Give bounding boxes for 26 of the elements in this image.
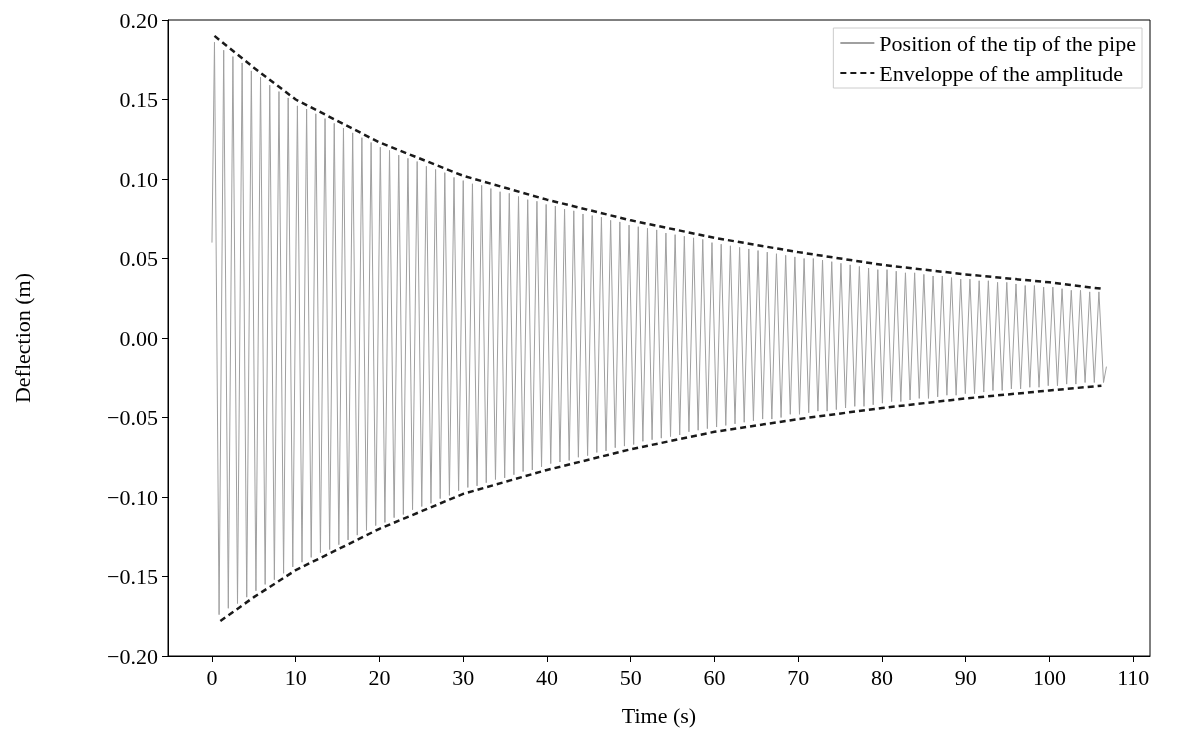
x-axis-title: Time (s)	[621, 702, 697, 728]
y-tick-label: 0.05	[119, 246, 158, 271]
x-tick-label: 10	[284, 664, 307, 690]
legend-label: Enveloppe of the amplitude	[879, 60, 1124, 86]
y-tick-label: −0.10	[107, 484, 158, 510]
y-tick-label: 0.20	[119, 7, 158, 33]
x-tick-label: 100	[1033, 664, 1066, 690]
x-tick-label: 20	[368, 664, 391, 690]
y-tick-label: 0.15	[119, 87, 158, 112]
legend-label: Position of the tip of the pipe	[879, 30, 1137, 56]
y-tick-label: −0.20	[107, 643, 158, 669]
x-tick-label: 60	[703, 664, 726, 690]
x-tick-label: 90	[954, 664, 977, 690]
y-tick-label: −0.05	[107, 405, 158, 430]
y-tick-label: −0.15	[107, 564, 158, 589]
line-series	[219, 384, 1103, 623]
x-tick-label: 80	[870, 664, 893, 690]
x-tick-label: 40	[535, 664, 558, 690]
x-tick-label: 30	[452, 664, 475, 690]
x-tick-label: 50	[619, 664, 642, 690]
x-tick-label: 0	[206, 664, 218, 690]
y-tick-label: 0.00	[119, 325, 158, 351]
y-axis-title: Deflection (m)	[9, 272, 35, 404]
y-tick-label: 0.10	[119, 166, 158, 192]
x-tick-label: 110	[1117, 664, 1150, 690]
x-tick-label: 70	[787, 664, 810, 690]
